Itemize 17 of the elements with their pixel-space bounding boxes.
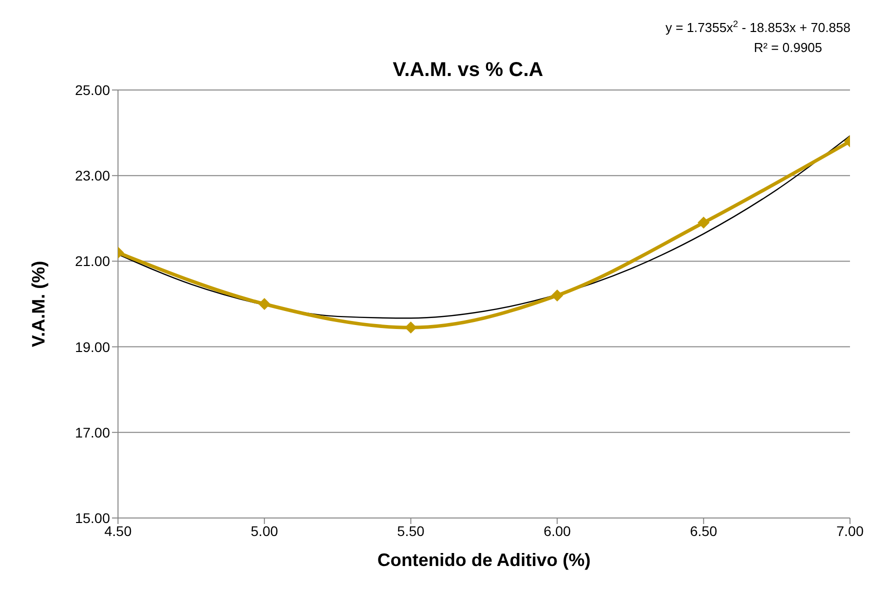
text: R² = 0.9905 — [754, 40, 822, 55]
text: y = 1.7355x$^{2}$ - 18.853x + 70.858 — [665, 19, 851, 35]
x-tick-label: 5.00 — [250, 522, 278, 539]
y-axis-title: V.A.M. (%) — [28, 260, 48, 348]
point — [404, 322, 417, 334]
x-axis-title: Contenido de Aditivo (%) — [377, 550, 591, 570]
x-tick-label: 5.50 — [397, 522, 425, 539]
chart-title: V.A.M. vs % C.A — [392, 59, 544, 81]
x-tick-label: 7.00 — [836, 522, 864, 539]
y-tick-label: 25.00 — [74, 82, 110, 98]
y-tick-label: 23.00 — [74, 168, 110, 184]
point — [551, 289, 564, 302]
y-tick-label: 21.00 — [74, 253, 110, 270]
x-tick-label: 6.50 — [690, 522, 718, 539]
x-tick-label: 6.00 — [544, 522, 572, 539]
y-tick-label: 19.00 — [74, 338, 110, 355]
y-tick-label: 17.00 — [74, 424, 110, 440]
